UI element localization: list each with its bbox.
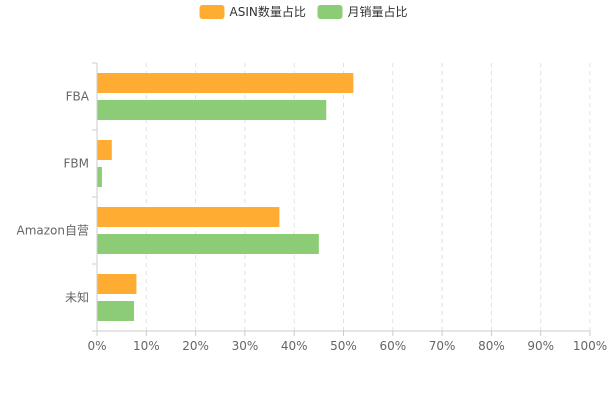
category-label: FBM: [64, 157, 90, 171]
legend-label[interactable]: 月销量占比: [348, 4, 408, 19]
x-tick-label: 10%: [133, 339, 160, 353]
category-label: Amazon自营: [17, 224, 90, 238]
x-tick-label: 0%: [87, 339, 106, 353]
bar-sales[interactable]: [97, 100, 327, 120]
x-tick-label: 80%: [478, 339, 505, 353]
bar-sales[interactable]: [97, 301, 134, 321]
bar-asin[interactable]: [97, 274, 137, 294]
x-tick-label: 90%: [527, 339, 554, 353]
x-tick-label: 50%: [330, 339, 357, 353]
x-tick-label: 60%: [379, 339, 406, 353]
x-tick-label: 30%: [232, 339, 259, 353]
legend-swatch[interactable]: [199, 5, 225, 19]
x-tick-label: 40%: [281, 339, 308, 353]
bar-asin[interactable]: [97, 140, 112, 160]
legend-swatch[interactable]: [317, 5, 343, 19]
bar-sales[interactable]: [97, 167, 102, 187]
legend-label[interactable]: ASIN数量占比: [230, 4, 306, 19]
bar-asin[interactable]: [97, 207, 280, 227]
bar-asin[interactable]: [97, 73, 354, 93]
x-tick-label: 20%: [182, 339, 209, 353]
bar-sales[interactable]: [97, 234, 319, 254]
category-label: 未知: [65, 291, 89, 305]
x-tick-label: 100%: [573, 339, 607, 353]
x-tick-label: 70%: [429, 339, 456, 353]
category-label: FBA: [66, 90, 90, 104]
